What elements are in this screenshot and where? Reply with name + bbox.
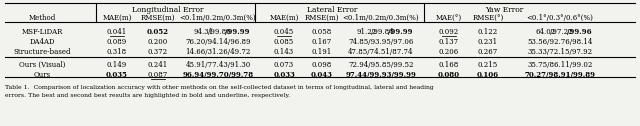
- Text: Ours (Visual): Ours (Visual): [19, 61, 65, 69]
- Text: errors. The best and second best results are highlighted in bold and underline, : errors. The best and second best results…: [5, 93, 290, 99]
- Text: 53.56/92.76/98.14: 53.56/92.76/98.14: [527, 38, 593, 46]
- Text: 0.122: 0.122: [478, 28, 498, 36]
- Text: 0.231: 0.231: [478, 38, 498, 46]
- Text: 45.91/77.43/91.30: 45.91/77.43/91.30: [186, 61, 251, 69]
- Text: 96.94/99.70/99.78: 96.94/99.70/99.78: [182, 71, 253, 79]
- Text: 0.045: 0.045: [274, 28, 294, 36]
- Text: 0.191: 0.191: [312, 48, 332, 56]
- Text: 0.033: 0.033: [273, 71, 295, 79]
- Text: 94.31: 94.31: [194, 28, 214, 36]
- Text: /99.96: /99.96: [567, 28, 592, 36]
- Text: 0.089: 0.089: [107, 38, 127, 46]
- Text: DA4AD: DA4AD: [29, 38, 55, 46]
- Text: Lateral Error: Lateral Error: [307, 6, 358, 14]
- Text: 0.087: 0.087: [148, 71, 168, 79]
- Text: RMSE(m): RMSE(m): [305, 14, 339, 22]
- Text: 0.143: 0.143: [274, 48, 294, 56]
- Text: 0.149: 0.149: [107, 61, 127, 69]
- Text: 0.206: 0.206: [439, 48, 459, 56]
- Text: <0.1°/0.3°/0.6°(%): <0.1°/0.3°/0.6°(%): [527, 14, 593, 22]
- Text: 70.27/98.91/99.89: 70.27/98.91/99.89: [525, 71, 595, 79]
- Text: 97.44/99.93/99.99: 97.44/99.93/99.99: [346, 71, 417, 79]
- Text: Method: Method: [28, 14, 56, 22]
- Text: MAE(m): MAE(m): [102, 14, 132, 22]
- Text: 0.106: 0.106: [477, 71, 499, 79]
- Text: 74.85/93.95/97.06: 74.85/93.95/97.06: [348, 38, 413, 46]
- Text: 72.94/95.85/99.52: 72.94/95.85/99.52: [348, 61, 413, 69]
- Text: 0.035: 0.035: [106, 71, 128, 79]
- Text: 0.168: 0.168: [439, 61, 459, 69]
- Text: 0.085: 0.085: [274, 38, 294, 46]
- Text: 0.098: 0.098: [312, 61, 332, 69]
- Text: 0.137: 0.137: [439, 38, 459, 46]
- Text: /99.99: /99.99: [225, 28, 250, 36]
- Text: 0.241: 0.241: [148, 61, 168, 69]
- Text: <0.1m/0.2m/0.3m(%): <0.1m/0.2m/0.3m(%): [342, 14, 419, 22]
- Text: /99.99: /99.99: [388, 28, 413, 36]
- Text: MAE(m): MAE(m): [269, 14, 299, 22]
- Text: /97.22: /97.22: [550, 28, 573, 36]
- Text: Table 1.  Comparison of localization accuracy with other methods on the self-col: Table 1. Comparison of localization accu…: [5, 85, 434, 89]
- Text: 64.02: 64.02: [536, 28, 556, 36]
- Text: <0.1m/0.2m/0.3m(%): <0.1m/0.2m/0.3m(%): [180, 14, 256, 22]
- Text: 0.215: 0.215: [478, 61, 498, 69]
- Text: Longitudinal Error: Longitudinal Error: [132, 6, 204, 14]
- Text: RMSE(°): RMSE(°): [472, 14, 504, 22]
- Text: 0.041: 0.041: [107, 28, 127, 36]
- Text: 47.85/74.51/87.74: 47.85/74.51/87.74: [348, 48, 413, 56]
- Text: 0.167: 0.167: [312, 38, 332, 46]
- Text: /99.84: /99.84: [371, 28, 394, 36]
- Text: MSF-LiDAR: MSF-LiDAR: [21, 28, 63, 36]
- Text: Yaw Error: Yaw Error: [485, 6, 524, 14]
- Text: 91.22: 91.22: [356, 28, 377, 36]
- Text: 35.75/86.11/99.02: 35.75/86.11/99.02: [527, 61, 593, 69]
- Text: 0.200: 0.200: [148, 38, 168, 46]
- Text: 76.20/94.14/96.89: 76.20/94.14/96.89: [185, 38, 251, 46]
- Text: 0.043: 0.043: [311, 71, 333, 79]
- Text: Ours: Ours: [33, 71, 51, 79]
- Text: 0.058: 0.058: [312, 28, 332, 36]
- Text: MAE(°): MAE(°): [436, 14, 462, 22]
- Text: 0.052: 0.052: [147, 28, 169, 36]
- Text: 0.080: 0.080: [438, 71, 460, 79]
- Text: 0.073: 0.073: [274, 61, 294, 69]
- Text: 0.092: 0.092: [439, 28, 459, 36]
- Text: /99.86: /99.86: [208, 28, 230, 36]
- Text: 0.318: 0.318: [107, 48, 127, 56]
- Text: 0.267: 0.267: [478, 48, 498, 56]
- Text: RMSE(m): RMSE(m): [141, 14, 175, 22]
- Text: 0.372: 0.372: [148, 48, 168, 56]
- Text: 35.33/72.15/97.92: 35.33/72.15/97.92: [527, 48, 593, 56]
- Text: Structure-based: Structure-based: [13, 48, 71, 56]
- Text: 14.66/31.26/49.72: 14.66/31.26/49.72: [186, 48, 251, 56]
